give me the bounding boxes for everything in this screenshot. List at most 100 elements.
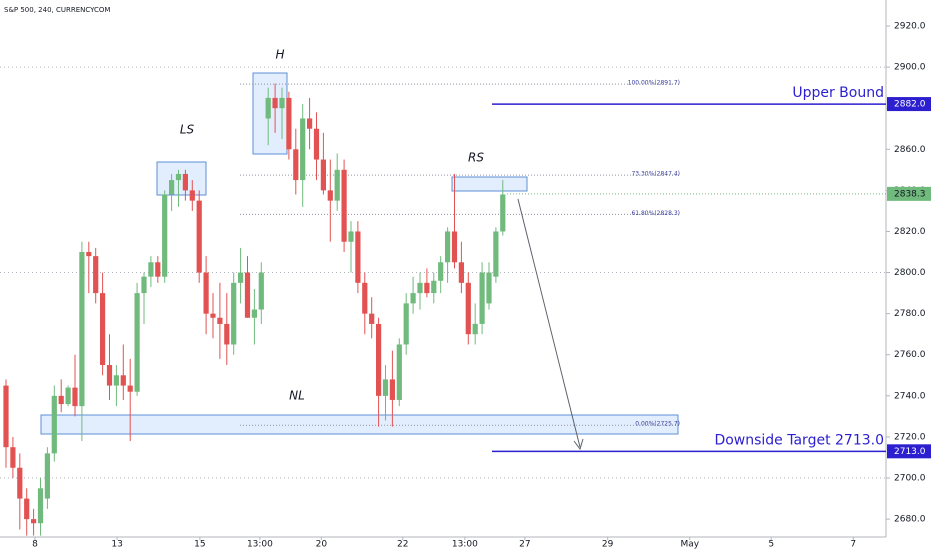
candle-body (65, 387, 71, 405)
candle-body (355, 231, 361, 283)
candle-body (389, 379, 395, 400)
candle-body (210, 313, 216, 318)
candle-body (403, 303, 409, 345)
candle-body (375, 323, 382, 396)
candle-body (120, 375, 126, 386)
x-tick-label: 20 (316, 540, 328, 550)
y-tick-label: 2720.0 (894, 432, 926, 442)
x-tick-label: 22 (397, 540, 408, 550)
price-tag (887, 97, 931, 112)
fib-label: 0.00%(2725.7) (635, 421, 680, 428)
candle-body (79, 252, 85, 407)
candle-body (500, 194, 506, 232)
fib-label: 73.30%(2847.4) (631, 171, 680, 178)
y-tick-label: 2920.0 (894, 21, 926, 31)
arrow (517, 198, 581, 448)
candle-body (224, 323, 230, 345)
candle-body (51, 395, 57, 454)
rs-box (451, 176, 528, 192)
candle-body (458, 262, 464, 283)
price-tag (887, 444, 931, 459)
candle-body (424, 282, 430, 294)
candle-body (313, 128, 320, 160)
candle-body (272, 97, 278, 109)
candle-body (127, 385, 133, 392)
y-tick-label: 2900.0 (894, 63, 926, 73)
annotation: LS (180, 123, 195, 137)
candle-body (251, 309, 257, 318)
candle-body (44, 453, 51, 499)
candle-body (258, 272, 264, 310)
candle-body (72, 387, 78, 407)
y-tick-label: 2820.0 (894, 227, 926, 237)
candle-body (231, 282, 237, 345)
candle-body (382, 379, 389, 396)
candle-body (396, 344, 402, 400)
price-tag-label: 2713.0 (894, 447, 926, 457)
candle-body (286, 97, 292, 150)
candle-body (279, 97, 285, 109)
x-tick-label: 13 (111, 540, 122, 550)
candle-body (99, 293, 106, 366)
candle-body (134, 293, 140, 392)
annotation: NL (289, 389, 305, 403)
candle-body (472, 323, 478, 335)
candle-body (451, 231, 458, 263)
x-tick-label: 15 (194, 540, 205, 550)
candle-body (155, 262, 161, 277)
candle-body (479, 272, 485, 324)
candle-body (58, 395, 64, 405)
candle-body (175, 173, 182, 181)
y-tick-label: 2700.0 (894, 474, 926, 484)
y-tick-label: 2800.0 (894, 268, 926, 278)
candle-body (341, 169, 347, 242)
level-name: Downside Target 2713.0 (714, 432, 884, 448)
candle-body (417, 282, 423, 294)
arrow-head (573, 438, 584, 451)
candle-body (106, 365, 113, 386)
candle-body (348, 231, 354, 242)
x-tick-label: 29 (602, 540, 614, 550)
candle-body (217, 317, 223, 324)
price-tag-label: 2882.0 (894, 100, 926, 110)
x-tick-label: 7 (850, 540, 856, 550)
annotation: RS (468, 151, 484, 165)
candle-body (244, 272, 251, 318)
candle-body (24, 498, 30, 520)
price-tag (887, 186, 931, 201)
candle-body (362, 282, 368, 314)
x-tick-label: 5 (768, 540, 774, 550)
candle-body (86, 252, 92, 257)
candle-body (465, 282, 471, 335)
candle-body (293, 149, 299, 181)
candle-body (486, 272, 492, 304)
candle-body (162, 194, 168, 277)
candle-body (168, 180, 175, 195)
candle-body (410, 293, 416, 304)
candle-body (17, 467, 23, 499)
fib-label: 100.00%(2891.7) (628, 80, 680, 87)
chart-title: S&P 500, 240, CURRENCYCOM (4, 6, 110, 14)
x-tick-label: 13:00 (452, 540, 478, 550)
candle-body (493, 231, 499, 277)
price-tag-label: 2838.3 (894, 189, 926, 199)
candle-body (203, 272, 209, 314)
x-tick-label: 27 (519, 540, 530, 550)
candle-body (438, 262, 444, 281)
candle-body (37, 488, 44, 524)
candle-body (31, 519, 37, 524)
neckline-box (40, 414, 679, 435)
candle-body (113, 375, 119, 386)
candle-body (141, 276, 147, 294)
candle-body (237, 272, 244, 283)
candle-body (444, 231, 451, 263)
candle-body (327, 190, 333, 201)
x-tick-label: 8 (32, 540, 38, 550)
candle-body (334, 169, 340, 201)
y-tick-label: 2780.0 (894, 309, 926, 319)
candle-body (265, 97, 271, 119)
candle-body (306, 118, 313, 129)
y-tick-label: 2680.0 (894, 515, 926, 525)
candle-body (369, 313, 375, 324)
